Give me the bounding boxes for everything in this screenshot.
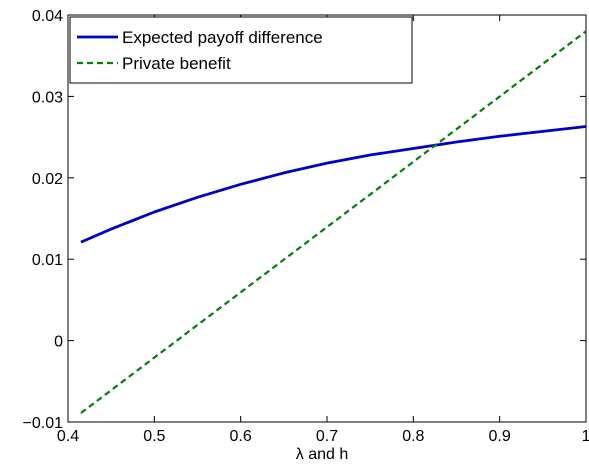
x-axis-label: λ and h — [296, 446, 348, 463]
series-line-expected-payoff — [80, 125, 587, 244]
x-tick-label: 0.8 — [402, 428, 424, 445]
y-tick-label: 0.02 — [32, 171, 63, 188]
x-tick-label: 0.6 — [230, 428, 252, 445]
legend-label-private-benefit: Private benefit — [122, 54, 231, 73]
series-group — [80, 30, 587, 414]
y-tick-label: 0.03 — [32, 89, 63, 106]
series-line-private-benefit — [80, 30, 587, 414]
legend: Expected payoff difference Private benef… — [69, 16, 413, 84]
y-tick-label: −0.01 — [23, 415, 64, 432]
x-tick-label: 1 — [582, 428, 589, 445]
legend-label-expected-payoff: Expected payoff difference — [122, 28, 323, 47]
legend-box — [69, 16, 413, 84]
y-tick-label: 0.01 — [32, 252, 63, 269]
x-tick-label: 0.4 — [57, 428, 79, 445]
x-tick-label: 0.7 — [316, 428, 338, 445]
x-tick-label: 0.5 — [143, 428, 165, 445]
y-tick-label: 0 — [54, 334, 63, 351]
x-tick-label: 0.9 — [489, 428, 511, 445]
y-tick-label: 0.04 — [32, 8, 63, 25]
axis-ticks: 0.4 0.5 0.6 0.7 0.8 0.9 1 −0.01 0 0.01 0.02 0.03 0.0… — [23, 8, 589, 445]
